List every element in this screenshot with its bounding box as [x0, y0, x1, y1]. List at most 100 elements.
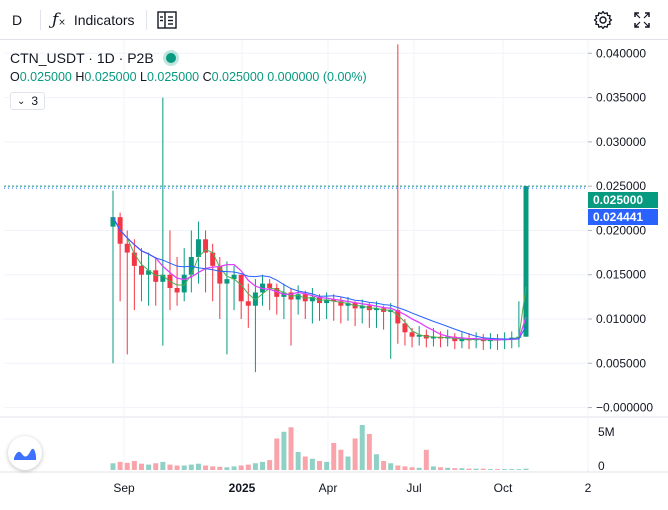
- candle-body: [110, 217, 116, 227]
- volume-bar: [352, 438, 358, 470]
- indicators-collapse-button[interactable]: ⌄ 3: [10, 92, 46, 110]
- volume-bar: [430, 466, 436, 470]
- volume-bar: [124, 462, 130, 470]
- price-tick-label: 0.020000: [596, 223, 646, 237]
- time-tick-label: Oct: [494, 481, 513, 495]
- volume-bar: [523, 468, 529, 470]
- volume-bar: [131, 461, 137, 470]
- candle-body: [324, 299, 330, 304]
- candle-body: [409, 332, 415, 337]
- volume-bar: [395, 465, 401, 470]
- time-axis[interactable]: Sep 2025 Apr Jul Oct 2: [113, 481, 591, 495]
- candle-body: [138, 265, 144, 275]
- candle-body: [416, 334, 422, 337]
- toolbar-divider: [146, 10, 147, 30]
- volume-bar: [388, 463, 394, 470]
- volume-bar: [366, 434, 372, 470]
- candle-body: [359, 305, 365, 309]
- candle-body: [309, 296, 315, 302]
- settings-button[interactable]: [593, 8, 613, 32]
- grid-lines: [0, 40, 668, 473]
- volume-bar: [160, 461, 166, 470]
- time-tick-label: 2025: [229, 481, 256, 495]
- time-tick-label: 2: [585, 481, 592, 495]
- last-price-value: 0.025000: [593, 193, 644, 207]
- volume-bar: [167, 464, 173, 470]
- ma-fast-line: [112, 216, 527, 341]
- volume-bar: [181, 465, 187, 470]
- fullscreen-button[interactable]: [633, 8, 651, 32]
- volume-bar: [509, 469, 515, 470]
- interval-button[interactable]: D: [12, 8, 22, 32]
- moving-averages: [112, 216, 527, 341]
- interval-label: D: [12, 12, 23, 28]
- candle-body: [373, 308, 379, 311]
- volume-bar: [338, 449, 344, 470]
- chart-area[interactable]: 0.040000 0.035000 0.030000 0.025000 0.020000…: [0, 40, 668, 505]
- candle-body: [245, 301, 251, 306]
- price-lines: [4, 185, 588, 189]
- volume-bar: [274, 438, 280, 470]
- indicators-label: Indicators: [73, 12, 135, 28]
- volume-axis[interactable]: 5M 0: [598, 425, 615, 473]
- top-toolbar: D ƒ× Indicators: [0, 0, 668, 40]
- volume-bar: [495, 469, 501, 470]
- candle-body: [295, 294, 301, 300]
- volume-bar: [110, 463, 116, 470]
- volume-bar: [238, 465, 244, 470]
- price-chart[interactable]: 0.040000 0.035000 0.030000 0.025000 0.020000…: [0, 40, 668, 505]
- candle-body: [402, 323, 408, 333]
- volume-bar: [174, 465, 180, 470]
- ma-long-line: [112, 216, 527, 340]
- candle-body: [509, 337, 515, 339]
- gear-icon: [593, 10, 613, 30]
- candle-body: [252, 292, 258, 306]
- price-tick-label: 0.035000: [596, 91, 646, 105]
- candle-body: [388, 310, 394, 312]
- chevron-down-icon: ⌄: [17, 95, 26, 107]
- candle-body: [338, 301, 344, 306]
- ma-price-tag: 0.024441: [588, 209, 658, 225]
- volume-bar: [423, 449, 429, 470]
- volume-bar: [302, 456, 308, 470]
- time-tick-label: Sep: [113, 481, 135, 495]
- volume-bar: [402, 466, 408, 470]
- ma-slow-line: [112, 216, 527, 341]
- volume-bar: [138, 463, 144, 470]
- volume-bar: [359, 425, 365, 470]
- volume-bar: [217, 466, 223, 470]
- volume-bar: [502, 469, 508, 470]
- volume-bar: [445, 467, 451, 470]
- volume-bar: [245, 464, 251, 470]
- candle-body: [231, 274, 237, 280]
- volume-bar: [516, 469, 522, 470]
- indicators-button[interactable]: ƒ× Indicators: [52, 8, 135, 32]
- price-axis[interactable]: 0.040000 0.035000 0.030000 0.025000 0.020000…: [588, 46, 653, 415]
- tradingview-logo[interactable]: [8, 436, 42, 470]
- candle-body: [523, 186, 529, 337]
- volume-tick-label: 0: [598, 459, 605, 473]
- candle-body: [331, 299, 337, 302]
- volume-bar: [117, 461, 123, 470]
- candle-body: [160, 274, 166, 282]
- candle-body: [267, 283, 273, 288]
- volume-bar: [252, 463, 258, 470]
- volume-bar: [295, 452, 301, 470]
- volume-bar: [416, 467, 422, 470]
- candle-body: [466, 338, 472, 341]
- price-tick-label: 0.005000: [596, 356, 646, 370]
- candle-body: [181, 274, 187, 293]
- volume-bar: [381, 461, 387, 470]
- volume-bar: [466, 468, 472, 470]
- candle-body: [430, 336, 436, 339]
- volume-bar: [309, 458, 315, 470]
- candle-body: [345, 303, 351, 306]
- candle-body: [124, 243, 130, 253]
- toolbar-divider: [40, 10, 41, 30]
- templates-button[interactable]: [157, 8, 177, 32]
- volume-bar: [409, 467, 415, 470]
- volume-bar: [195, 463, 201, 470]
- price-tick-label: 0.015000: [596, 268, 646, 282]
- volume-bar: [317, 461, 322, 470]
- volume-bar: [146, 464, 152, 470]
